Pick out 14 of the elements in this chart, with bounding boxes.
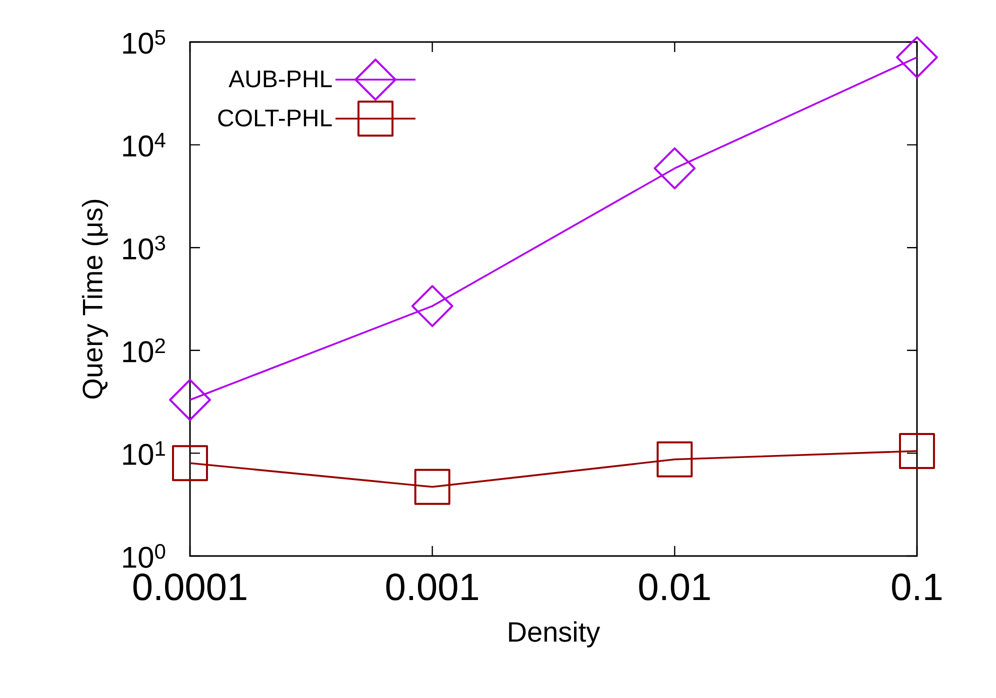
- x-tick-label: 0.0001: [133, 574, 246, 600]
- x-axis-title: Density: [509, 621, 600, 648]
- legend-label: COLT-PHL: [218, 109, 332, 126]
- y-tick-label: 10$^{1}$: [123, 441, 165, 466]
- x-tick-label: 0.01: [639, 574, 710, 600]
- y-axis-title: Query Time (μs): [82, 200, 108, 399]
- legend-label: AUB-PHL: [228, 70, 332, 88]
- y-tick-label: 10$^{4}$: [123, 132, 166, 157]
- y-tick-label: 10$^{2}$: [123, 338, 165, 362]
- x-tick-label: 0.1: [892, 574, 942, 600]
- x-tick-label: 0.001: [386, 574, 478, 600]
- y-tick-label: 10$^{3}$: [123, 236, 166, 260]
- y-tick-label: 10$^{0}$: [123, 544, 166, 568]
- y-tick-label: 10$^{5}$: [123, 30, 166, 54]
